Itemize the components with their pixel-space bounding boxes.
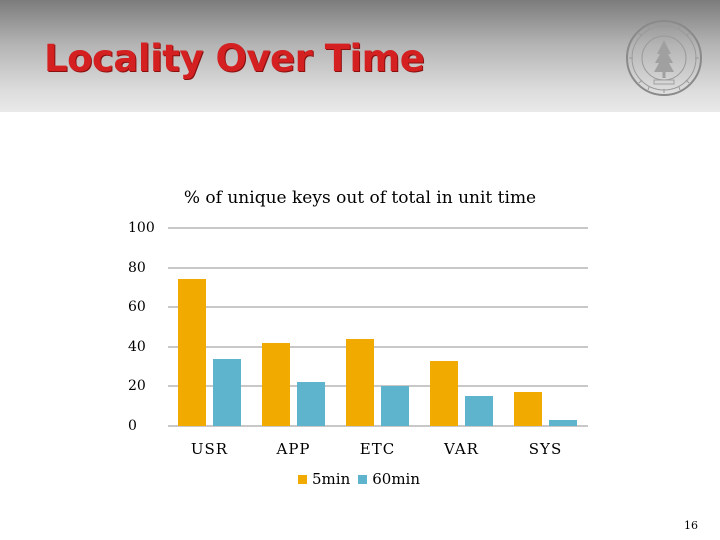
y-tick-label: 100 bbox=[128, 220, 155, 236]
y-tick-label: 40 bbox=[128, 338, 146, 355]
legend-label-5min: 5min bbox=[312, 470, 351, 488]
y-tick-label: 20 bbox=[128, 378, 146, 395]
chart-title: % of unique keys out of total in unit ti… bbox=[183, 188, 537, 208]
gridline bbox=[168, 306, 588, 309]
legend-item-60min: 60min bbox=[358, 470, 420, 488]
legend-item-5min: 5min bbox=[298, 470, 350, 488]
gridline bbox=[168, 227, 588, 229]
bar-60min-usr bbox=[213, 358, 241, 426]
bar-60min-app bbox=[297, 382, 325, 426]
gridline bbox=[168, 266, 588, 269]
university-seal-icon bbox=[626, 20, 702, 96]
x-tick-label: APP bbox=[276, 440, 311, 458]
bar-5min-var bbox=[430, 360, 458, 426]
bar-5min-usr bbox=[178, 279, 206, 426]
gridline bbox=[168, 385, 588, 388]
x-tick-label: SYS bbox=[528, 440, 563, 458]
bar-60min-var bbox=[465, 396, 493, 426]
slide-title: Locality Over Time bbox=[44, 37, 425, 80]
x-tick-label: VAR bbox=[444, 440, 479, 458]
x-tick-label: ETC bbox=[359, 440, 396, 458]
y-tick-label: 0 bbox=[128, 418, 137, 434]
bar-60min-etc bbox=[381, 386, 409, 426]
y-tick-label: 80 bbox=[128, 259, 146, 276]
page-number: 16 bbox=[684, 519, 698, 532]
header-band bbox=[0, 0, 720, 112]
y-tick-label: 60 bbox=[128, 299, 146, 316]
legend: 5min 60min bbox=[298, 470, 428, 488]
bar-5min-sys bbox=[514, 392, 542, 426]
bar-5min-app bbox=[262, 342, 290, 426]
bar-60min-sys bbox=[549, 420, 577, 426]
legend-swatch-60min bbox=[358, 474, 368, 484]
gridline bbox=[168, 425, 588, 427]
x-tick-label: USR bbox=[190, 440, 229, 458]
legend-label-60min: 60min bbox=[372, 470, 421, 488]
legend-swatch-5min bbox=[298, 474, 307, 484]
gridline bbox=[168, 345, 588, 348]
bar-5min-etc bbox=[346, 338, 374, 426]
